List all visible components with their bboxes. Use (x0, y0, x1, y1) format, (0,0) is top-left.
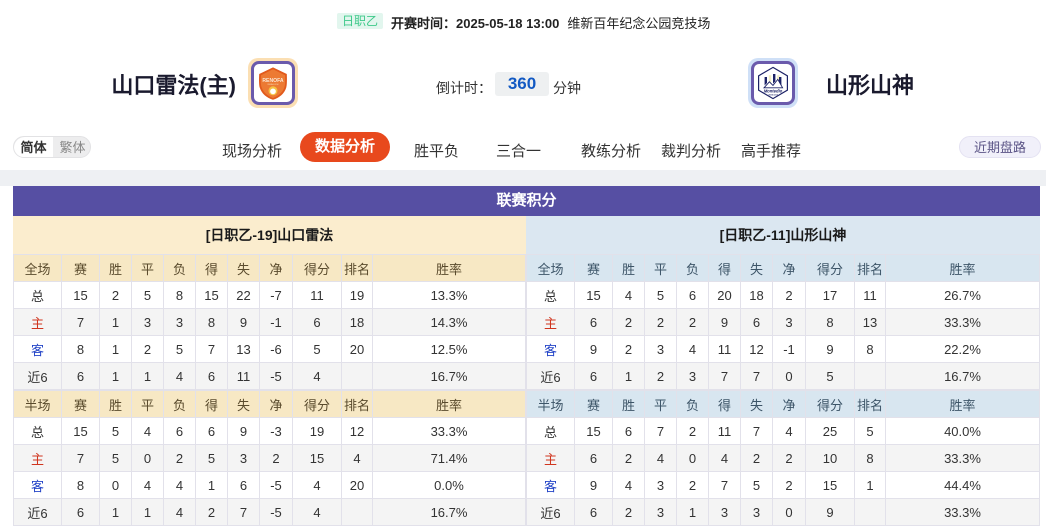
svg-text:Montedio: Montedio (764, 89, 783, 94)
svg-text:RENOFA: RENOFA (262, 78, 284, 84)
svg-text:YAMAGATA: YAMAGATA (768, 94, 778, 97)
svg-text:YAMAGUCHI: YAMAGUCHI (267, 83, 279, 86)
